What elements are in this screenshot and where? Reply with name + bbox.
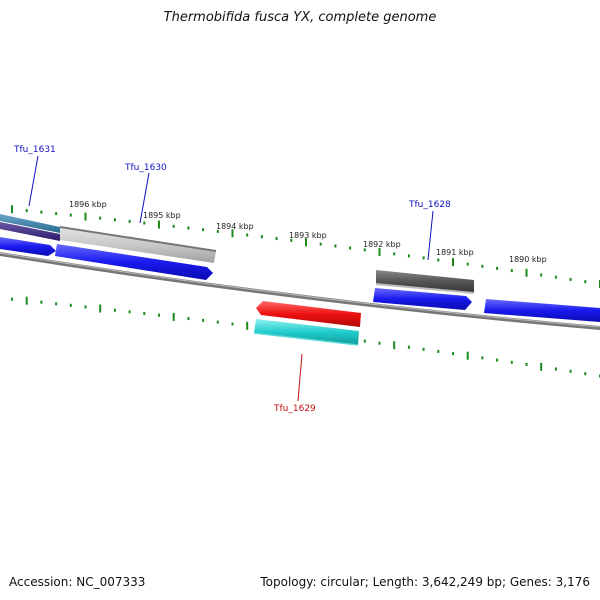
scale-label: 1896 kbp — [69, 200, 107, 209]
gene-arrow-forward[interactable] — [484, 299, 600, 322]
gene-arrow-forward[interactable] — [55, 244, 213, 280]
gene-label-tfu-1629[interactable]: Tfu_1629 — [273, 404, 316, 414]
scale-label: 1892 kbp — [363, 240, 401, 249]
genome-summary-text: Topology: circular; Length: 3,642,249 bp… — [260, 575, 590, 589]
gene-labels: Tfu_1631 Tfu_1630 Tfu_1628 Tfu_1629 — [13, 145, 451, 414]
scale-labels: 1896 kbp 1895 kbp 1894 kbp 1893 kbp 1892… — [69, 200, 547, 264]
scale-label: 1890 kbp — [509, 255, 547, 264]
gene-arrow-reverse-tfu-1629[interactable] — [256, 301, 361, 327]
accession-text: Accession: NC_007333 — [9, 575, 146, 589]
gene-feature-purple[interactable] — [0, 222, 60, 241]
gene-arrow-forward[interactable] — [373, 288, 472, 310]
genome-backbone — [0, 252, 600, 330]
map-title: Thermobifida fusca YX, complete genome — [163, 10, 437, 25]
gene-label-tfu-1628[interactable]: Tfu_1628 — [408, 200, 451, 210]
label-leaders — [28, 155, 434, 402]
gene-feature-tfu-1628[interactable] — [376, 270, 474, 293]
gene-label-tfu-1630[interactable]: Tfu_1630 — [124, 163, 167, 173]
scale-label: 1893 kbp — [289, 231, 327, 240]
scale-label: 1891 kbp — [436, 248, 474, 257]
gene-feature-tfu-1630[interactable] — [60, 227, 216, 263]
gene-arrow-forward[interactable] — [0, 237, 56, 256]
gene-label-tfu-1631[interactable]: Tfu_1631 — [13, 145, 56, 155]
scale-label: 1895 kbp — [143, 211, 181, 220]
gene-feature-teal[interactable] — [0, 214, 60, 233]
scale-ticks-outer — [11, 205, 600, 288]
rna-feature[interactable] — [254, 319, 359, 345]
scale-label: 1894 kbp — [216, 222, 254, 231]
